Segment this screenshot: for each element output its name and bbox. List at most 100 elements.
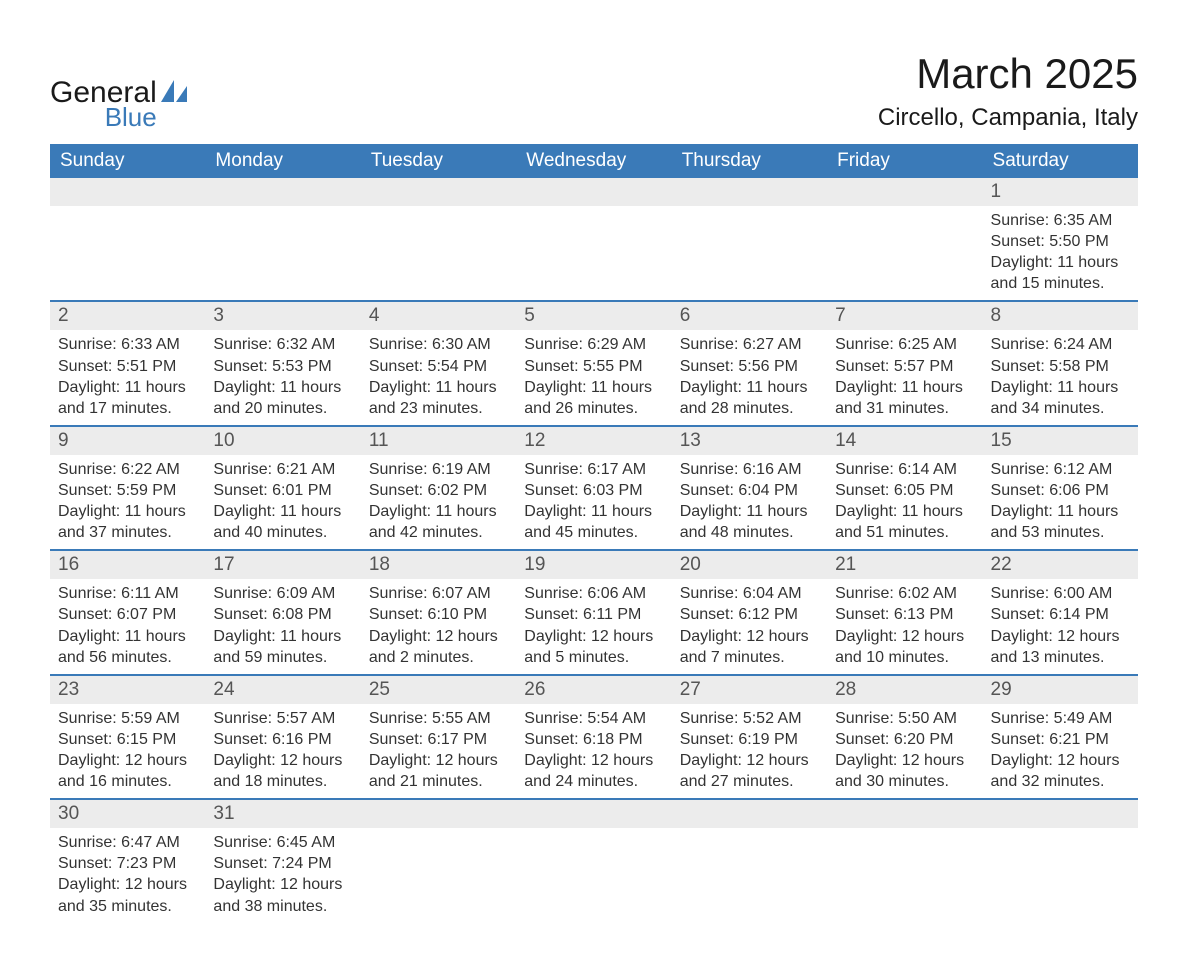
day-body: Sunrise: 6:06 AMSunset: 6:11 PMDaylight:… <box>516 579 671 673</box>
calendar-cell: 27Sunrise: 5:52 AMSunset: 6:19 PMDayligh… <box>672 675 827 799</box>
weekday-header: Sunday <box>50 144 205 178</box>
daylight-text: Daylight: 12 hours and 35 minutes. <box>58 874 197 916</box>
sunrise-text: Sunrise: 6:07 AM <box>369 583 508 604</box>
calendar-week-row: 9Sunrise: 6:22 AMSunset: 5:59 PMDaylight… <box>50 426 1138 550</box>
daylight-text: Daylight: 11 hours and 40 minutes. <box>213 501 352 543</box>
day-body-empty <box>672 206 827 278</box>
calendar-week-row: 23Sunrise: 5:59 AMSunset: 6:15 PMDayligh… <box>50 675 1138 799</box>
day-body: Sunrise: 6:47 AMSunset: 7:23 PMDaylight:… <box>50 828 205 922</box>
day-body: Sunrise: 5:52 AMSunset: 6:19 PMDaylight:… <box>672 704 827 798</box>
daylight-text: Daylight: 11 hours and 26 minutes. <box>524 377 663 419</box>
daylight-text: Daylight: 11 hours and 28 minutes. <box>680 377 819 419</box>
calendar-cell <box>983 799 1138 922</box>
day-number: 8 <box>983 302 1138 330</box>
sunrise-text: Sunrise: 5:55 AM <box>369 708 508 729</box>
day-body: Sunrise: 6:02 AMSunset: 6:13 PMDaylight:… <box>827 579 982 673</box>
daylight-text: Daylight: 12 hours and 18 minutes. <box>213 750 352 792</box>
day-number: 25 <box>361 676 516 704</box>
sunrise-text: Sunrise: 6:22 AM <box>58 459 197 480</box>
calendar-cell: 10Sunrise: 6:21 AMSunset: 6:01 PMDayligh… <box>205 426 360 550</box>
sunrise-text: Sunrise: 6:12 AM <box>991 459 1130 480</box>
day-body: Sunrise: 6:11 AMSunset: 6:07 PMDaylight:… <box>50 579 205 673</box>
day-body: Sunrise: 6:17 AMSunset: 6:03 PMDaylight:… <box>516 455 671 549</box>
daylight-text: Daylight: 12 hours and 30 minutes. <box>835 750 974 792</box>
day-body-empty <box>827 206 982 278</box>
sunrise-text: Sunrise: 6:06 AM <box>524 583 663 604</box>
day-body: Sunrise: 6:07 AMSunset: 6:10 PMDaylight:… <box>361 579 516 673</box>
daylight-text: Daylight: 11 hours and 51 minutes. <box>835 501 974 543</box>
sunset-text: Sunset: 6:16 PM <box>213 729 352 750</box>
sunset-text: Sunset: 6:06 PM <box>991 480 1130 501</box>
sunset-text: Sunset: 6:15 PM <box>58 729 197 750</box>
daylight-text: Daylight: 11 hours and 56 minutes. <box>58 626 197 668</box>
calendar-cell: 17Sunrise: 6:09 AMSunset: 6:08 PMDayligh… <box>205 550 360 674</box>
day-number: 12 <box>516 427 671 455</box>
calendar-cell <box>361 178 516 301</box>
daylight-text: Daylight: 12 hours and 2 minutes. <box>369 626 508 668</box>
calendar-cell: 18Sunrise: 6:07 AMSunset: 6:10 PMDayligh… <box>361 550 516 674</box>
sunset-text: Sunset: 6:07 PM <box>58 604 197 625</box>
sunset-text: Sunset: 5:53 PM <box>213 356 352 377</box>
sunrise-text: Sunrise: 6:32 AM <box>213 334 352 355</box>
sunset-text: Sunset: 6:01 PM <box>213 480 352 501</box>
day-body: Sunrise: 6:21 AMSunset: 6:01 PMDaylight:… <box>205 455 360 549</box>
day-body: Sunrise: 6:33 AMSunset: 5:51 PMDaylight:… <box>50 330 205 424</box>
daylight-text: Daylight: 12 hours and 5 minutes. <box>524 626 663 668</box>
sunrise-text: Sunrise: 5:59 AM <box>58 708 197 729</box>
daylight-text: Daylight: 11 hours and 45 minutes. <box>524 501 663 543</box>
daylight-text: Daylight: 11 hours and 23 minutes. <box>369 377 508 419</box>
day-number-empty <box>983 800 1138 828</box>
calendar-cell: 3Sunrise: 6:32 AMSunset: 5:53 PMDaylight… <box>205 301 360 425</box>
day-body-empty <box>516 206 671 278</box>
day-body: Sunrise: 6:30 AMSunset: 5:54 PMDaylight:… <box>361 330 516 424</box>
daylight-text: Daylight: 11 hours and 37 minutes. <box>58 501 197 543</box>
calendar-cell: 2Sunrise: 6:33 AMSunset: 5:51 PMDaylight… <box>50 301 205 425</box>
sunrise-text: Sunrise: 6:17 AM <box>524 459 663 480</box>
sunset-text: Sunset: 6:11 PM <box>524 604 663 625</box>
calendar-cell: 22Sunrise: 6:00 AMSunset: 6:14 PMDayligh… <box>983 550 1138 674</box>
calendar-cell: 4Sunrise: 6:30 AMSunset: 5:54 PMDaylight… <box>361 301 516 425</box>
sunrise-text: Sunrise: 6:47 AM <box>58 832 197 853</box>
calendar-cell <box>672 799 827 922</box>
sunset-text: Sunset: 6:18 PM <box>524 729 663 750</box>
day-body: Sunrise: 6:24 AMSunset: 5:58 PMDaylight:… <box>983 330 1138 424</box>
sunrise-text: Sunrise: 6:30 AM <box>369 334 508 355</box>
day-number: 4 <box>361 302 516 330</box>
day-number: 22 <box>983 551 1138 579</box>
logo-sail-icon <box>161 80 187 102</box>
day-body: Sunrise: 6:14 AMSunset: 6:05 PMDaylight:… <box>827 455 982 549</box>
calendar-cell <box>827 178 982 301</box>
day-body: Sunrise: 6:35 AMSunset: 5:50 PMDaylight:… <box>983 206 1138 300</box>
sunset-text: Sunset: 6:12 PM <box>680 604 819 625</box>
daylight-text: Daylight: 11 hours and 17 minutes. <box>58 377 197 419</box>
day-number: 29 <box>983 676 1138 704</box>
day-number: 6 <box>672 302 827 330</box>
calendar-cell: 5Sunrise: 6:29 AMSunset: 5:55 PMDaylight… <box>516 301 671 425</box>
daylight-text: Daylight: 11 hours and 42 minutes. <box>369 501 508 543</box>
day-body: Sunrise: 6:32 AMSunset: 5:53 PMDaylight:… <box>205 330 360 424</box>
day-body: Sunrise: 5:57 AMSunset: 6:16 PMDaylight:… <box>205 704 360 798</box>
day-body: Sunrise: 5:50 AMSunset: 6:20 PMDaylight:… <box>827 704 982 798</box>
sunrise-text: Sunrise: 6:25 AM <box>835 334 974 355</box>
sunrise-text: Sunrise: 6:35 AM <box>991 210 1130 231</box>
day-number-empty <box>516 800 671 828</box>
calendar-cell: 8Sunrise: 6:24 AMSunset: 5:58 PMDaylight… <box>983 301 1138 425</box>
daylight-text: Daylight: 12 hours and 10 minutes. <box>835 626 974 668</box>
day-number: 9 <box>50 427 205 455</box>
day-body: Sunrise: 6:16 AMSunset: 6:04 PMDaylight:… <box>672 455 827 549</box>
day-number: 14 <box>827 427 982 455</box>
calendar-cell: 23Sunrise: 5:59 AMSunset: 6:15 PMDayligh… <box>50 675 205 799</box>
sunrise-text: Sunrise: 6:21 AM <box>213 459 352 480</box>
calendar-table: SundayMondayTuesdayWednesdayThursdayFrid… <box>50 144 1138 923</box>
day-number-empty <box>827 800 982 828</box>
sunrise-text: Sunrise: 6:04 AM <box>680 583 819 604</box>
sunset-text: Sunset: 5:59 PM <box>58 480 197 501</box>
day-body-empty <box>361 828 516 900</box>
day-number-empty <box>672 178 827 206</box>
calendar-week-row: 2Sunrise: 6:33 AMSunset: 5:51 PMDaylight… <box>50 301 1138 425</box>
calendar-cell: 1Sunrise: 6:35 AMSunset: 5:50 PMDaylight… <box>983 178 1138 301</box>
sunrise-text: Sunrise: 6:00 AM <box>991 583 1130 604</box>
sunset-text: Sunset: 5:51 PM <box>58 356 197 377</box>
sunrise-text: Sunrise: 5:57 AM <box>213 708 352 729</box>
day-number-empty <box>361 800 516 828</box>
